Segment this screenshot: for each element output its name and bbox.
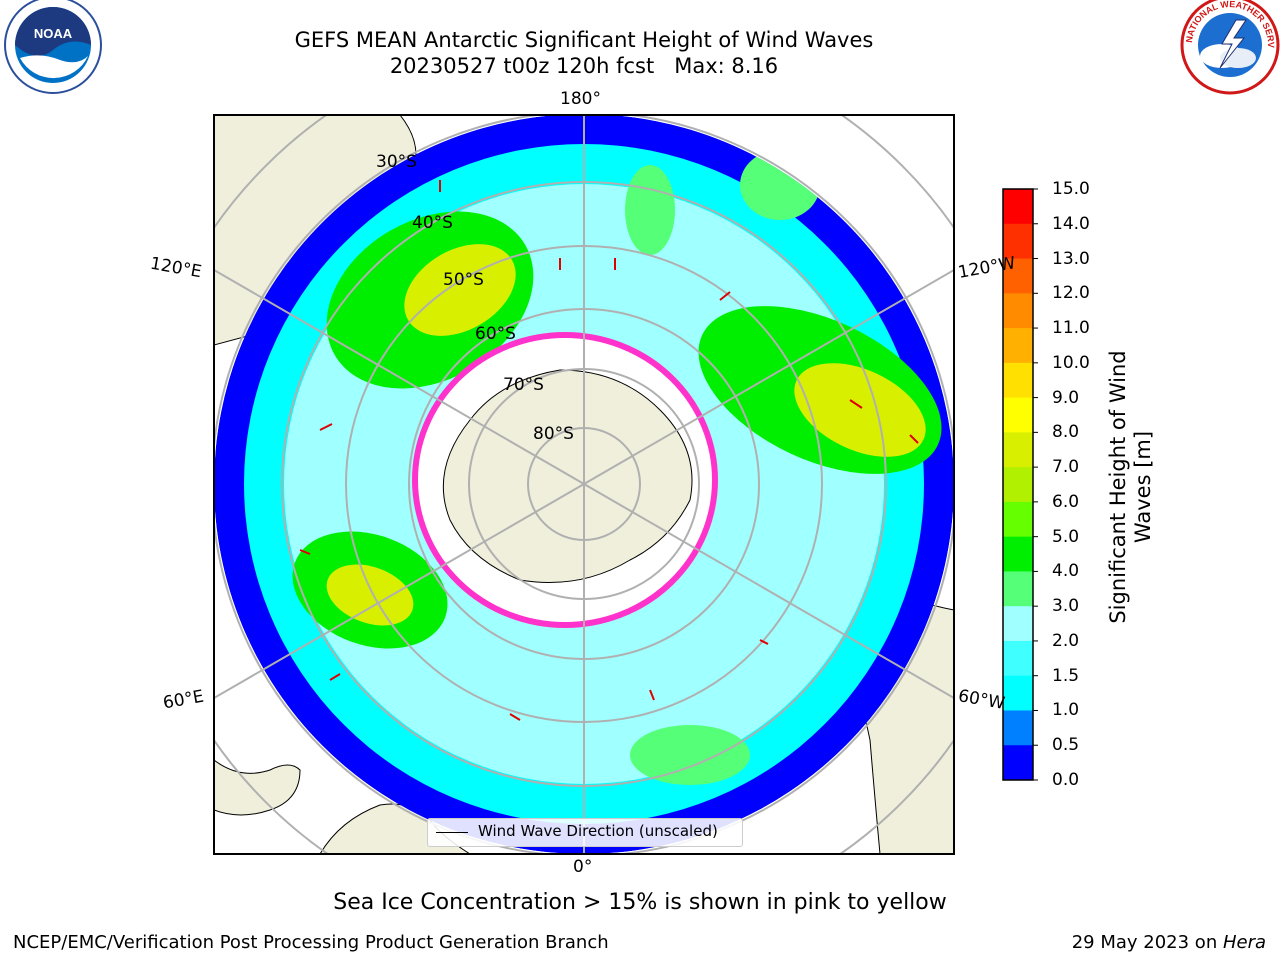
colorbar-swatch <box>1003 710 1033 746</box>
wave-direction-arrows <box>299 180 919 721</box>
colorbar-swatch <box>1003 397 1033 433</box>
colorbar-swatch <box>1003 189 1033 225</box>
nws-logo: NATIONAL WEATHER SERVICE <box>0 0 1280 95</box>
colorbar-tick-label: 0.5 <box>1052 735 1080 756</box>
lat-label-40s: 40°S <box>412 213 453 233</box>
map-frame <box>213 114 955 855</box>
lat-label-60s: 60°S <box>475 324 516 344</box>
colorbar-swatch <box>1003 606 1033 642</box>
colorbar-swatch <box>1003 432 1033 468</box>
colorbar-swatch <box>1003 571 1033 607</box>
colorbar-tick-label: 9.0 <box>1052 387 1080 408</box>
map-panel <box>214 115 954 854</box>
chart-subtitle: 20230527 t00z 120h fcst Max: 8.16 <box>389 54 779 78</box>
lat-label-80s: 80°S <box>533 424 574 444</box>
legend-line-swatch <box>436 832 468 833</box>
map-legend: Wind Wave Direction (unscaled) <box>427 818 743 847</box>
sea-ice-note: Sea Ice Concentration > 15% is shown in … <box>333 890 947 915</box>
lat-label-30s: 30°S <box>376 152 417 172</box>
nws-logo-text: NATIONAL WEATHER SERVICE <box>0 0 1276 48</box>
colorbar-tick-label: 2.0 <box>1052 630 1080 651</box>
colorbar-swatch <box>1003 536 1033 572</box>
lon-label-top: 180° <box>560 89 601 109</box>
chart-title: GEFS MEAN Antarctic Significant Height o… <box>294 28 874 52</box>
colorbar-tick-label: 13.0 <box>1052 248 1090 269</box>
footer-date: 29 May 2023 on Hera <box>1072 932 1266 953</box>
colorbar-swatch <box>1003 258 1033 294</box>
colorbar <box>1002 188 1038 781</box>
colorbar-tick-label: 14.0 <box>1052 213 1090 234</box>
colorbar-tick-label: 11.0 <box>1052 318 1090 339</box>
noaa-logo-text: NOAA <box>34 26 73 41</box>
lon-label-bottom: 0° <box>573 857 593 877</box>
colorbar-tick-label: 4.0 <box>1052 561 1080 582</box>
colorbar-swatch <box>1003 293 1033 329</box>
colorbar-tick-label: 15.0 <box>1052 179 1090 199</box>
colorbar-tick-label: 1.5 <box>1052 665 1080 686</box>
colorbar-swatch <box>1003 223 1033 260</box>
colorbar-label: Significant Height of Wind Waves [m] <box>1106 350 1155 624</box>
colorbar-tick-label: 12.0 <box>1052 283 1090 304</box>
colorbar-tick-label: 1.0 <box>1052 700 1080 721</box>
colorbar-tick-label: 8.0 <box>1052 422 1080 443</box>
footer-credit: NCEP/EMC/Verification Post Processing Pr… <box>13 932 609 953</box>
colorbar-swatch <box>1003 501 1033 538</box>
footer-machine: Hera <box>1222 932 1266 953</box>
legend-label: Wind Wave Direction (unscaled) <box>478 822 718 840</box>
noaa-logo: NOAA <box>4 0 102 94</box>
colorbar-swatch <box>1003 467 1033 503</box>
colorbar-swatch <box>1003 328 1033 364</box>
colorbar-swatch <box>1003 640 1033 677</box>
colorbar-tick-label: 6.0 <box>1052 491 1080 512</box>
colorbar-swatch <box>1003 745 1033 781</box>
colorbar-tick-label: 7.0 <box>1052 457 1080 478</box>
colorbar-tick-label: 0.0 <box>1052 770 1080 790</box>
colorbar-label-box: Significant Height of Wind Waves [m] <box>1094 340 1184 640</box>
footer-date-text: 29 May 2023 on <box>1071 932 1223 953</box>
lat-label-50s: 50°S <box>443 270 484 290</box>
lat-label-70s: 70°S <box>503 375 544 395</box>
colorbar-swatch <box>1003 675 1033 711</box>
colorbar-tick-label: 10.0 <box>1052 352 1090 373</box>
colorbar-swatch <box>1003 362 1033 399</box>
graticule <box>214 115 954 854</box>
colorbar-tick-label: 3.0 <box>1052 596 1080 617</box>
colorbar-tick-label: 5.0 <box>1052 526 1080 547</box>
